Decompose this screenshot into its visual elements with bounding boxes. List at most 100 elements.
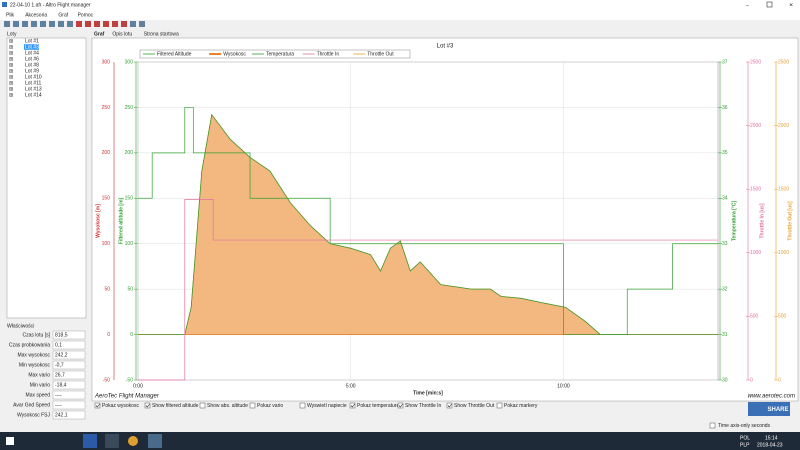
toolbar-button[interactable] — [40, 21, 46, 27]
toolbar-button[interactable] — [31, 21, 37, 27]
checkbox[interactable] — [349, 402, 356, 409]
toolbar-button[interactable] — [22, 21, 28, 27]
tree-item[interactable]: Lot #6 — [25, 56, 39, 62]
time-checkbox[interactable] — [709, 422, 716, 429]
y-tick-label: 200 — [102, 150, 111, 156]
legend-label: Filtered Altitude — [157, 51, 192, 57]
checkbox[interactable] — [397, 402, 404, 409]
property-box — [52, 380, 86, 390]
y-tick-label: 300 — [125, 59, 134, 65]
checkbox[interactable] — [144, 402, 151, 409]
toolbar-button[interactable] — [4, 21, 10, 27]
y-tick-label: 100 — [125, 241, 134, 247]
option-label[interactable]: Pokaz markery — [504, 403, 538, 409]
menu-item[interactable]: Graf — [58, 12, 68, 18]
toolbar-button[interactable] — [49, 21, 55, 27]
property-name: Max speed — [26, 392, 51, 398]
tab[interactable]: Strona startowa — [144, 31, 179, 37]
option-label[interactable]: Pokaz wysokosc — [102, 403, 139, 409]
toolbar-button[interactable] — [139, 21, 145, 27]
checkbox[interactable] — [446, 402, 453, 409]
tree-expander[interactable]: ⊞ — [9, 68, 13, 74]
share-button[interactable] — [748, 402, 790, 416]
option-label[interactable]: Show Throttle Out — [454, 403, 495, 409]
property-box — [52, 390, 86, 400]
toolbar-button[interactable] — [103, 21, 109, 27]
minimize[interactable]: – — [746, 2, 749, 8]
menu-item[interactable]: Pomoc — [78, 12, 94, 18]
series-line — [138, 199, 718, 381]
y-tick-label: 250 — [125, 105, 134, 111]
legend-label: Temperatura — [266, 51, 294, 57]
tree-item[interactable]: Lot #9 — [25, 68, 39, 74]
property-name: Czas probkowania — [9, 342, 50, 348]
menu-item[interactable]: Akcesoria — [25, 12, 47, 18]
property-box — [52, 350, 86, 360]
y-tick-label: 500 — [750, 314, 759, 320]
checkbox[interactable] — [199, 402, 206, 409]
share-label[interactable]: SHARE — [767, 407, 788, 413]
property-value: 818,5 — [55, 332, 68, 338]
option-label[interactable]: Pokaz vario — [257, 403, 283, 409]
time-option-label[interactable]: Time axis-only seconds — [718, 423, 771, 429]
property-value: ---- — [55, 392, 62, 398]
tree-item[interactable]: Lot #4 — [25, 50, 39, 56]
option-label[interactable]: Pokaz temperature — [357, 403, 399, 409]
tree-expander[interactable]: ⊞ — [9, 56, 13, 62]
checkbox[interactable] — [249, 402, 256, 409]
y-tick-label: 30 — [722, 377, 728, 383]
option-label[interactable]: Show filtered altitude — [152, 403, 199, 409]
tree-expander[interactable]: ⊞ — [9, 62, 13, 68]
tree-item[interactable]: Lot #13 — [25, 86, 42, 92]
series-line — [138, 113, 718, 335]
toolbar-button[interactable] — [94, 21, 100, 27]
option-label[interactable]: Wyswietl napiecie — [307, 403, 347, 409]
tree-expander[interactable]: ⊞ — [9, 86, 13, 92]
checkbox[interactable] — [299, 402, 306, 409]
tab[interactable]: Graf — [94, 31, 105, 37]
tree-item[interactable]: Lot #8 — [25, 62, 39, 68]
tree-item[interactable]: Lot #1 — [25, 38, 39, 44]
tree-item[interactable]: Lot #11 — [25, 80, 42, 86]
tree-item[interactable]: Lot #14 — [25, 92, 42, 98]
taskbar-browser[interactable] — [128, 436, 138, 446]
property-box — [52, 330, 86, 340]
y-tick-label: -50 — [103, 377, 110, 383]
tab[interactable]: Opis lotu — [112, 31, 132, 37]
tree-box — [6, 37, 87, 319]
option-label[interactable]: Show Throttle In — [405, 403, 442, 409]
taskbar-app[interactable] — [148, 434, 162, 448]
toolbar-button[interactable] — [85, 21, 91, 27]
tree-expander[interactable]: ⊞ — [9, 50, 13, 56]
tree-expander[interactable]: ⊞ — [9, 44, 13, 50]
close[interactable]: ✕ — [789, 2, 793, 8]
tree-expander[interactable]: ⊞ — [9, 80, 13, 86]
menu-item[interactable]: Plik — [6, 12, 15, 18]
option-label[interactable]: Show abs. altitude — [207, 403, 248, 409]
toolbar-button[interactable] — [112, 21, 118, 27]
legend-label: Throttle Out — [367, 51, 394, 57]
maximize[interactable] — [766, 1, 773, 8]
tree-item[interactable]: Lot #10 — [25, 74, 42, 80]
toolbar-button[interactable] — [58, 21, 64, 27]
tree-expander[interactable]: ⊞ — [9, 38, 13, 44]
start-button[interactable] — [6, 437, 14, 445]
property-name: Czas lotu [s] — [22, 332, 50, 338]
toolbar-button[interactable] — [13, 21, 19, 27]
property-value: 26,7 — [55, 372, 65, 378]
tree-expander[interactable]: ⊞ — [9, 74, 13, 80]
taskbar-app[interactable] — [83, 434, 97, 448]
taskbar-app[interactable] — [105, 434, 119, 448]
checkbox[interactable] — [496, 402, 503, 409]
properties-label: Właściwości — [7, 323, 34, 329]
property-name: Wysokosc FSJ — [17, 412, 51, 418]
toolbar-button[interactable] — [76, 21, 82, 27]
y-axis-label: Throttle In [us] — [759, 203, 765, 238]
checkbox[interactable] — [94, 402, 101, 409]
property-name: Max vario — [28, 372, 50, 378]
toolbar-button[interactable] — [130, 21, 136, 27]
tree-expander[interactable]: ⊞ — [9, 92, 13, 98]
toolbar-button[interactable] — [121, 21, 127, 27]
toolbar-button[interactable] — [67, 21, 73, 27]
tree-item[interactable]: Lot #3 — [25, 44, 39, 50]
